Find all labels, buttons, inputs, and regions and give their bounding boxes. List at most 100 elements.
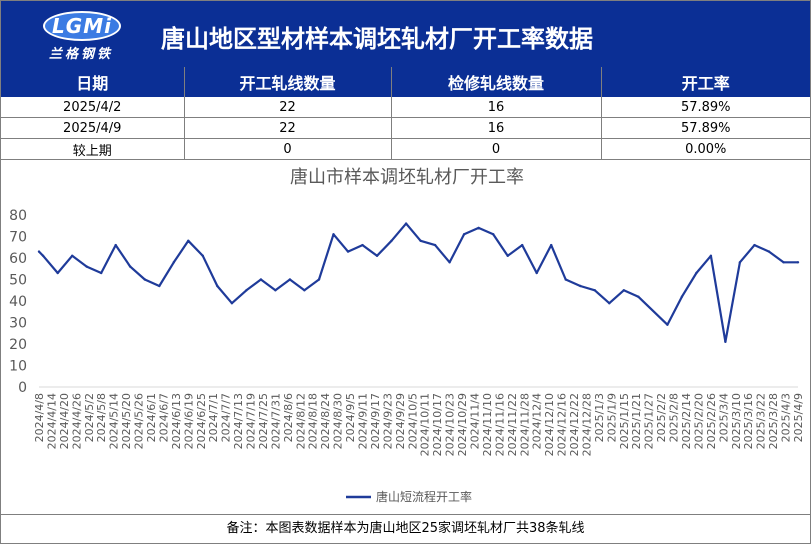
x-tick-label: 2025/4/3 <box>780 393 793 442</box>
x-tick-label: 2024/9/23 <box>381 393 394 449</box>
y-tick-label: 80 <box>9 208 27 224</box>
x-tick-label: 2024/12/16 <box>556 393 569 456</box>
x-tick-label: 2024/4/14 <box>45 393 58 449</box>
data-point <box>462 233 466 236</box>
x-tick-label: 2024/12/28 <box>580 393 593 456</box>
logo-oval-shape <box>43 11 121 41</box>
table-cell: 22 <box>184 117 392 139</box>
data-point <box>37 250 41 253</box>
data-point <box>375 254 379 257</box>
x-tick-label: 2025/1/21 <box>630 393 643 449</box>
data-point <box>477 226 480 230</box>
x-tick-label: 2024/5/20 <box>120 393 133 449</box>
data-point <box>448 261 451 264</box>
data-point <box>390 239 393 242</box>
x-tick-label: 2024/4/26 <box>70 393 83 449</box>
column-header: 检修轧线数量 <box>391 67 602 97</box>
x-tick-label: 2024/9/29 <box>394 393 407 449</box>
table-cell: 较上期 <box>1 138 185 160</box>
data-point <box>419 239 422 242</box>
data-point <box>608 302 611 305</box>
column-header: 日期 <box>1 67 185 97</box>
data-point <box>404 222 408 225</box>
lange-logo: LGMi 兰格钢铁 <box>29 9 139 62</box>
page-title: 唐山地区型材样本调坯轧材厂开工率数据 <box>161 25 593 53</box>
x-tick-label: 2025/4/9 <box>792 393 805 442</box>
data-point <box>71 254 74 257</box>
summary-table: 日期 开工轧线数量 检修轧线数量 开工率 2025/4/2 22 16 57.8… <box>1 67 810 160</box>
x-tick-label: 2024/8/6 <box>282 393 295 442</box>
line-chart: 唐山市样本调坯轧材厂开工率 0 10 20 30 40 50 60 70 80 2024/4/8… <box>9 167 805 504</box>
column-header: 开工轧线数量 <box>184 67 392 97</box>
x-tick-label: 2025/1/9 <box>605 393 618 442</box>
x-tick-label: 2024/6/7 <box>157 393 170 442</box>
x-tick-label: 2024/11/10 <box>481 393 494 456</box>
data-point <box>506 254 509 257</box>
series-line <box>38 222 798 343</box>
x-tick-label: 2025/2/26 <box>705 393 718 449</box>
y-tick-label: 60 <box>9 251 27 267</box>
data-point <box>274 289 277 292</box>
table-row: 较上期 0 0 0.00% <box>1 138 810 160</box>
data-point <box>724 340 727 343</box>
series-layer <box>37 222 800 343</box>
data-point <box>521 243 524 247</box>
footnote: 备注：本图表数据样本为唐山地区25家调坯轧材厂共38条轧线 <box>1 514 810 544</box>
x-tick-label: 2024/7/7 <box>220 393 233 442</box>
data-point <box>303 289 306 292</box>
data-point <box>259 278 263 281</box>
y-tick-label: 30 <box>9 316 27 332</box>
data-point <box>361 243 364 247</box>
x-tick-label: 2024/11/28 <box>518 393 531 456</box>
x-tick-label: 2024/8/18 <box>307 393 320 449</box>
x-tick-label: 2024/11/22 <box>506 393 519 456</box>
x-tick-label: 2025/1/27 <box>643 393 656 449</box>
x-tick-label: 2025/3/16 <box>742 393 755 449</box>
x-tick-label: 2024/10/23 <box>444 393 457 456</box>
x-tick-label: 2025/2/14 <box>680 393 693 449</box>
data-point <box>753 243 756 247</box>
data-point <box>433 243 437 247</box>
x-tick-label: 2025/2/2 <box>655 393 668 442</box>
logo-letters: LGMi <box>52 14 112 38</box>
table-cell: 0 <box>391 138 602 160</box>
x-tick-label: 2024/9/11 <box>357 393 370 449</box>
x-tick-label: 2024/12/10 <box>543 393 556 456</box>
data-point <box>767 250 771 253</box>
y-tick-label: 40 <box>9 294 27 310</box>
chart-title: 唐山市样本调坯轧材厂开工率 <box>290 167 524 188</box>
column-header: 开工率 <box>601 67 810 97</box>
x-tick-label: 2024/6/19 <box>182 393 195 449</box>
x-tick-label: 2024/8/12 <box>294 393 307 449</box>
data-point <box>782 261 785 264</box>
logo-text: 兰格钢铁 <box>48 47 113 62</box>
legend: 唐山短流程开工率 <box>346 489 472 504</box>
x-tick-label: 2024/10/5 <box>406 393 419 449</box>
data-point <box>738 261 742 264</box>
table-header-row: 日期 开工轧线数量 检修轧线数量 开工率 <box>1 67 810 97</box>
x-tick-label: 2024/4/8 <box>33 393 46 442</box>
x-tick-label: 2025/3/22 <box>755 393 768 449</box>
data-point <box>622 289 625 292</box>
table-cell: 2025/4/9 <box>1 117 185 139</box>
data-point <box>158 284 161 288</box>
data-point <box>100 271 103 275</box>
data-point <box>709 254 713 257</box>
x-tick-label: 2025/3/10 <box>730 393 743 449</box>
legend-label: 唐山短流程开工率 <box>376 489 472 504</box>
y-axis: 0 10 20 30 40 50 60 70 80 <box>9 208 798 396</box>
x-tick-label: 2024/12/22 <box>568 393 581 456</box>
data-point <box>85 265 88 268</box>
x-tick-label: 2025/3/4 <box>717 393 730 442</box>
x-tick-label: 2024/5/26 <box>133 393 146 449</box>
table-cell: 57.89% <box>601 97 810 118</box>
data-point <box>187 239 190 242</box>
x-tick-label: 2024/5/8 <box>95 393 108 442</box>
x-tick-label: 2024/10/17 <box>431 393 444 456</box>
data-point <box>56 271 59 275</box>
x-tick-label: 2024/9/17 <box>369 393 382 449</box>
data-point <box>114 243 117 247</box>
x-tick-label: 2024/6/1 <box>145 393 158 442</box>
x-tick-label: 2025/2/8 <box>668 393 681 442</box>
